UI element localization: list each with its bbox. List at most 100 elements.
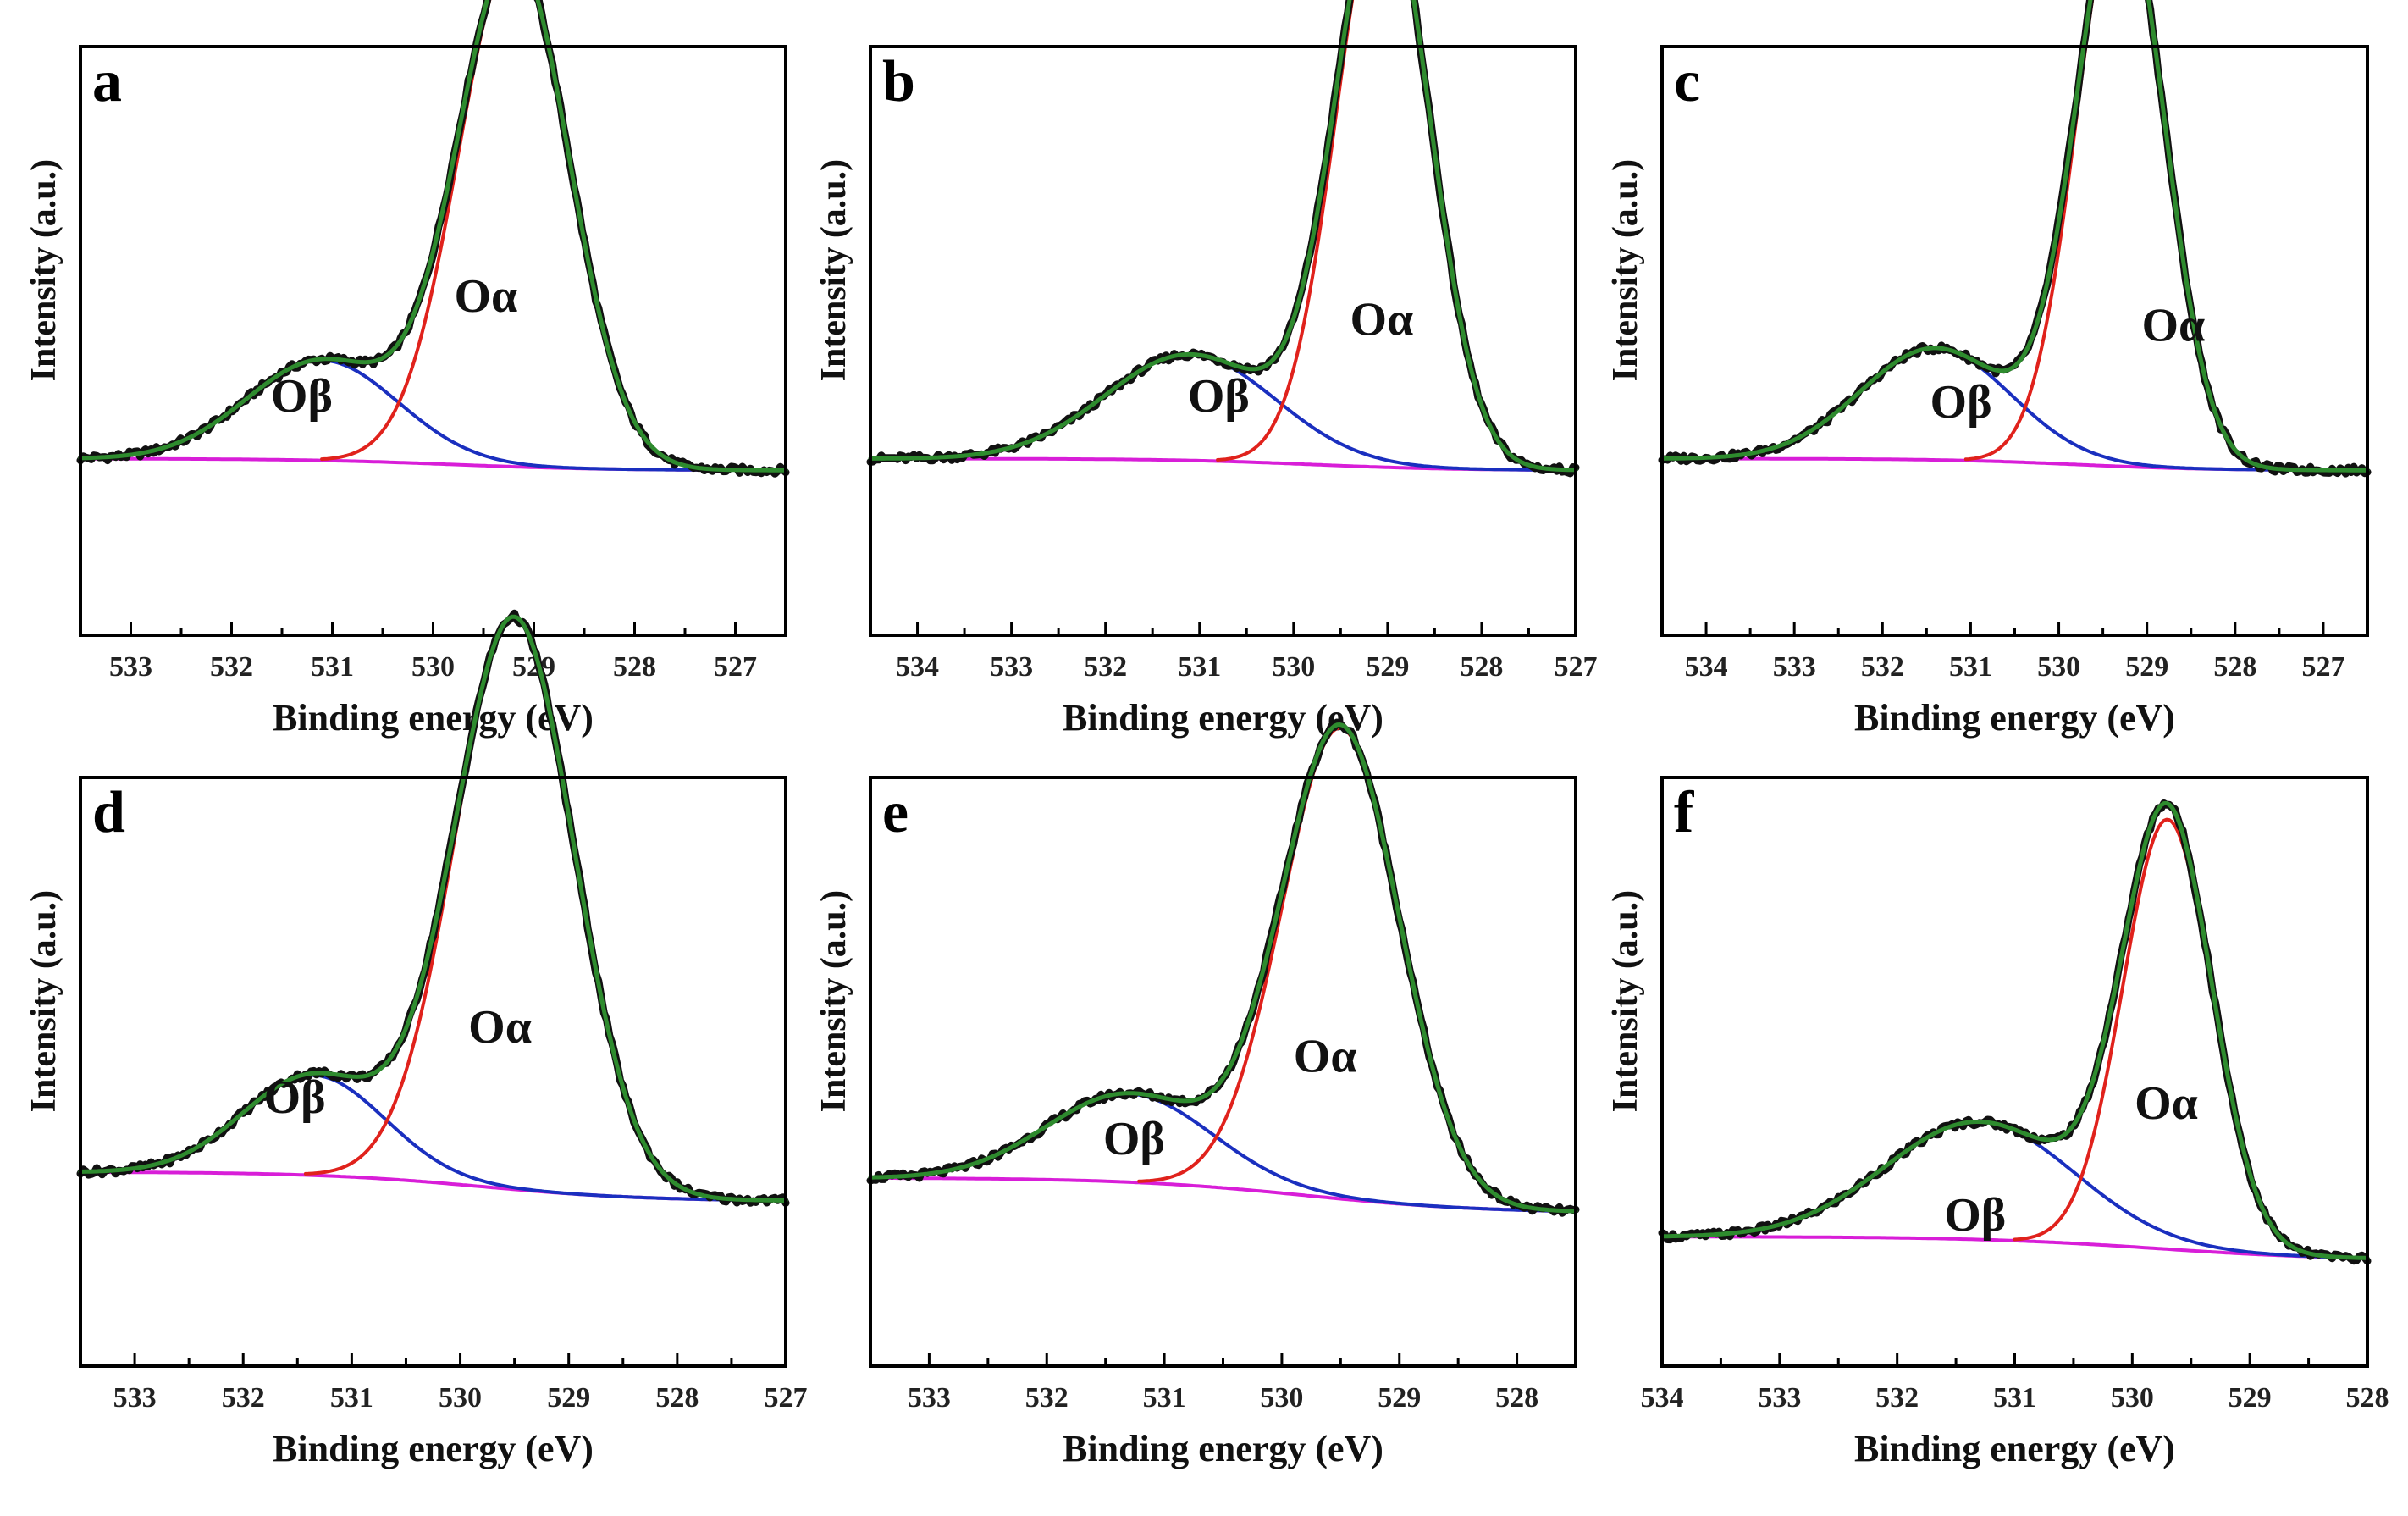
panel-c: 534 533 532 531 530 529 528 527 Binding energy (… — [1606, 0, 2372, 739]
x-tick-label: 534 — [896, 651, 939, 683]
plot-frame — [1660, 776, 2369, 1368]
y-axis-label: Intensity (a.u.) — [1606, 890, 1645, 1113]
plot-frame — [1660, 45, 2369, 637]
o-beta-label: Oβ — [271, 370, 333, 423]
x-tick-label: 527 — [2301, 651, 2344, 683]
fit-envelope — [868, 722, 1578, 1214]
o-alpha-label: Oα — [468, 1001, 532, 1054]
panel-label: d — [92, 780, 125, 845]
fit-envelope — [78, 614, 788, 1203]
x-tick-label: 529 — [547, 1382, 590, 1414]
x-tick-label: 533 — [113, 1382, 157, 1414]
panel-label: a — [92, 49, 122, 114]
x-tick-label: 531 — [1993, 1382, 2036, 1414]
raw-spectrum — [1658, 0, 2372, 478]
x-tick-label: 531 — [1178, 651, 1221, 683]
x-tick-label: 531 — [330, 1382, 373, 1414]
x-tick-label: 531 — [311, 651, 354, 683]
fit-envelope — [78, 0, 788, 473]
x-tick-label: 529 — [1366, 651, 1409, 683]
x-tick-label: 531 — [1143, 1382, 1186, 1414]
y-axis-label: Intensity (a.u.) — [815, 890, 853, 1113]
panel-f: 534 533 532 531 530 529 528 Binding energy (eV)… — [1606, 776, 2389, 1469]
panel-e: 533 532 531 530 529 528 Binding energy (eV) Int… — [815, 718, 1580, 1469]
x-tick-label: 530 — [2037, 651, 2080, 683]
raw-spectrum — [76, 0, 790, 478]
fit-envelope — [1660, 800, 2370, 1260]
o-beta-label: Oβ — [1930, 376, 1992, 429]
x-tick-label: 533 — [1758, 1382, 1801, 1414]
x-axis-label: Binding energy (eV) — [273, 697, 594, 739]
o-beta-label: Oβ — [1103, 1113, 1165, 1165]
o-alpha-component — [1137, 726, 1545, 1211]
x-axis-label: Binding energy (eV) — [1854, 697, 2175, 739]
x-tick-label: 532 — [1861, 651, 1904, 683]
x-tick-label: 527 — [1555, 651, 1598, 683]
o-alpha-label: Oα — [1294, 1031, 1357, 1083]
x-axis-label: Binding energy (eV) — [1854, 1428, 2175, 1469]
x-tick-label: 528 — [613, 651, 656, 683]
x-tick-label: 532 — [1084, 651, 1127, 683]
y-axis-label: Intensity (a.u.) — [25, 890, 64, 1113]
y-axis-label: Intensity (a.u.) — [1606, 159, 1645, 382]
x-tick-label: 533 — [908, 1382, 951, 1414]
o-beta-label: Oβ — [264, 1071, 326, 1124]
x-tick-label: 533 — [990, 651, 1033, 683]
x-tick-label: 529 — [2125, 651, 2168, 683]
x-tick-label: 531 — [1949, 651, 1992, 683]
x-tick-label: 530 — [2111, 1382, 2154, 1414]
x-tick-label: 534 — [1641, 1382, 1684, 1414]
y-axis-label: Intensity (a.u.) — [815, 159, 853, 382]
y-axis-label: Intensity (a.u.) — [25, 159, 64, 382]
o-beta-component — [869, 1092, 1577, 1214]
x-axis-label: Binding energy (eV) — [1063, 1428, 1383, 1469]
panel-label: f — [1674, 780, 1694, 845]
plot-frame — [79, 776, 787, 1368]
x-tick-label: 527 — [765, 1382, 808, 1414]
raw-spectrum — [1658, 799, 2372, 1265]
x-tick-label: 533 — [109, 651, 152, 683]
o-alpha-label: Oα — [2135, 1077, 2198, 1130]
fit-envelope — [868, 0, 1578, 473]
x-tick-label: 528 — [2346, 1382, 2389, 1414]
x-axis-label: Binding energy (eV) — [273, 1428, 594, 1469]
o-alpha-component — [1963, 0, 2278, 471]
x-tick-label: 529 — [2229, 1382, 2272, 1414]
plot-frame — [79, 45, 787, 637]
fit-envelope — [1660, 0, 2370, 473]
x-tick-label: 530 — [1260, 1382, 1303, 1414]
x-tick-label: 534 — [1685, 651, 1728, 683]
panel-label: b — [882, 49, 915, 114]
o-beta-component — [79, 358, 787, 473]
o-alpha-label: Oα — [2141, 300, 2205, 352]
o-alpha-component — [2013, 817, 2321, 1258]
panel-d: 533 532 531 530 529 528 527 Binding energy (eV)… — [25, 609, 808, 1469]
panel-label: e — [882, 780, 909, 845]
x-tick-label: 527 — [714, 651, 757, 683]
x-tick-label: 532 — [222, 1382, 265, 1414]
x-tick-label: 530 — [439, 1382, 482, 1414]
x-axis-label: Binding energy (eV) — [1063, 697, 1383, 739]
o-alpha-label: Oα — [454, 270, 517, 323]
background-line — [869, 1176, 1577, 1214]
panel-b: 534 533 532 531 530 529 528 527 Binding energy (… — [815, 0, 1598, 739]
o-beta-label: Oβ — [1188, 370, 1250, 423]
o-alpha-component — [320, 0, 706, 471]
x-tick-label: 532 — [1875, 1382, 1919, 1414]
o-beta-label: Oβ — [1944, 1189, 2006, 1242]
x-tick-label: 528 — [1460, 651, 1503, 683]
x-tick-label: 530 — [1272, 651, 1315, 683]
plot-frame — [869, 45, 1577, 637]
x-tick-label: 529 — [1378, 1382, 1421, 1414]
raw-spectrum — [866, 718, 1580, 1217]
x-tick-label: 528 — [1495, 1382, 1538, 1414]
o-alpha-component — [1216, 0, 1548, 471]
x-tick-label: 528 — [655, 1382, 699, 1414]
panel-label: c — [1674, 49, 1700, 114]
x-tick-label: 528 — [2213, 651, 2256, 683]
x-tick-label: 532 — [1025, 1382, 1069, 1414]
o-alpha-label: Oα — [1350, 294, 1413, 346]
x-tick-label: 533 — [1773, 651, 1816, 683]
